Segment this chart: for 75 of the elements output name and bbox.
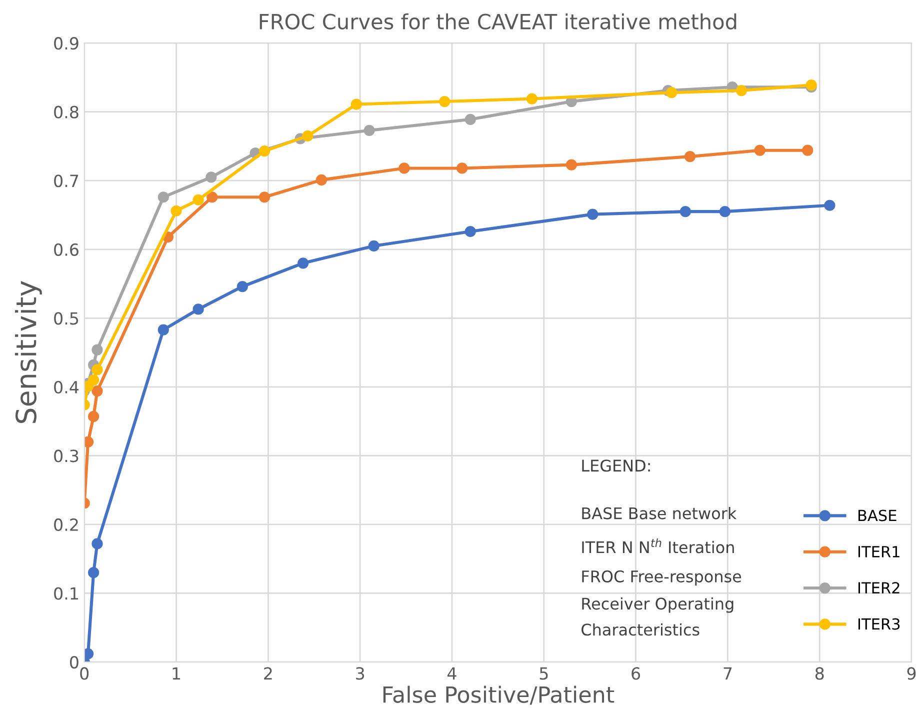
point	[206, 172, 217, 183]
x-axis-title: False Positive/Patient	[383, 686, 614, 705]
point	[236, 280, 248, 292]
point	[92, 538, 103, 550]
y-tick-label: 0.3	[54, 450, 78, 462]
y-tick-label: 0.5	[54, 312, 78, 325]
point	[92, 344, 103, 356]
point	[364, 124, 375, 136]
x-tick-label: 0	[80, 667, 89, 680]
point	[350, 98, 362, 110]
point	[84, 436, 94, 448]
x-tick-label: 6	[632, 667, 640, 680]
point	[92, 385, 103, 397]
annotation: BASE Base network	[582, 506, 737, 520]
legend-label: BASE	[858, 510, 896, 522]
point	[587, 208, 598, 220]
point	[824, 200, 836, 211]
y-tick-label: 0.6	[54, 243, 78, 256]
y-tick-label: 0.7	[54, 174, 78, 188]
point	[719, 206, 730, 218]
y-tick-label: 0.1	[54, 587, 78, 600]
point	[464, 114, 476, 125]
point	[526, 93, 538, 104]
annotation: FROC Free-response	[582, 570, 742, 586]
legend-label: ITER3	[858, 618, 900, 630]
point	[158, 324, 169, 336]
point	[192, 194, 204, 206]
x-tick-label: 8	[815, 667, 824, 680]
annotation: ITER N N$^{th}$ Iteration	[582, 538, 734, 554]
point	[88, 567, 100, 578]
x-tick-label: 2	[264, 667, 272, 680]
x-tick-label: 7	[724, 667, 732, 680]
x-tick-label: 3	[356, 667, 364, 680]
point	[88, 374, 100, 386]
annotation: LEGEND:	[582, 460, 650, 472]
point	[192, 304, 204, 315]
point	[88, 410, 100, 422]
point	[316, 174, 328, 186]
point	[206, 192, 218, 203]
y-tick-label: 0	[70, 656, 78, 669]
point	[666, 87, 678, 98]
point	[754, 144, 766, 156]
point	[92, 364, 103, 376]
point	[398, 162, 410, 174]
y-tick-label: 0.2	[54, 518, 78, 532]
y-axis-title: Sensitivity	[15, 281, 42, 424]
point	[258, 145, 270, 157]
point	[680, 206, 691, 218]
point	[806, 79, 817, 91]
point	[302, 130, 314, 142]
point	[368, 240, 380, 252]
point	[456, 162, 468, 174]
annotation: Receiver Operating	[582, 597, 734, 613]
x-tick-label: 5	[540, 667, 548, 680]
point	[298, 258, 309, 269]
chart-title: FROC Curves for the CAVEAT iterative method	[260, 13, 736, 30]
point	[439, 96, 450, 108]
point	[464, 226, 476, 238]
legend-label: ITER2	[858, 582, 900, 594]
point	[158, 192, 169, 203]
point	[566, 159, 578, 170]
point	[802, 144, 814, 156]
y-tick-label: 0.4	[54, 380, 79, 394]
x-tick-label: 1	[172, 667, 180, 680]
y-tick-label: 0.9	[54, 37, 78, 50]
x-tick-label: 4	[447, 667, 456, 680]
x-tick-label: 9	[907, 667, 916, 680]
point	[736, 84, 748, 96]
y-tick-label: 0.8	[54, 106, 78, 118]
point	[258, 192, 270, 203]
annotation: Characteristics	[582, 623, 700, 636]
point	[170, 205, 182, 216]
point	[684, 150, 696, 162]
point	[84, 648, 94, 660]
legend-label: ITER1	[858, 546, 900, 558]
